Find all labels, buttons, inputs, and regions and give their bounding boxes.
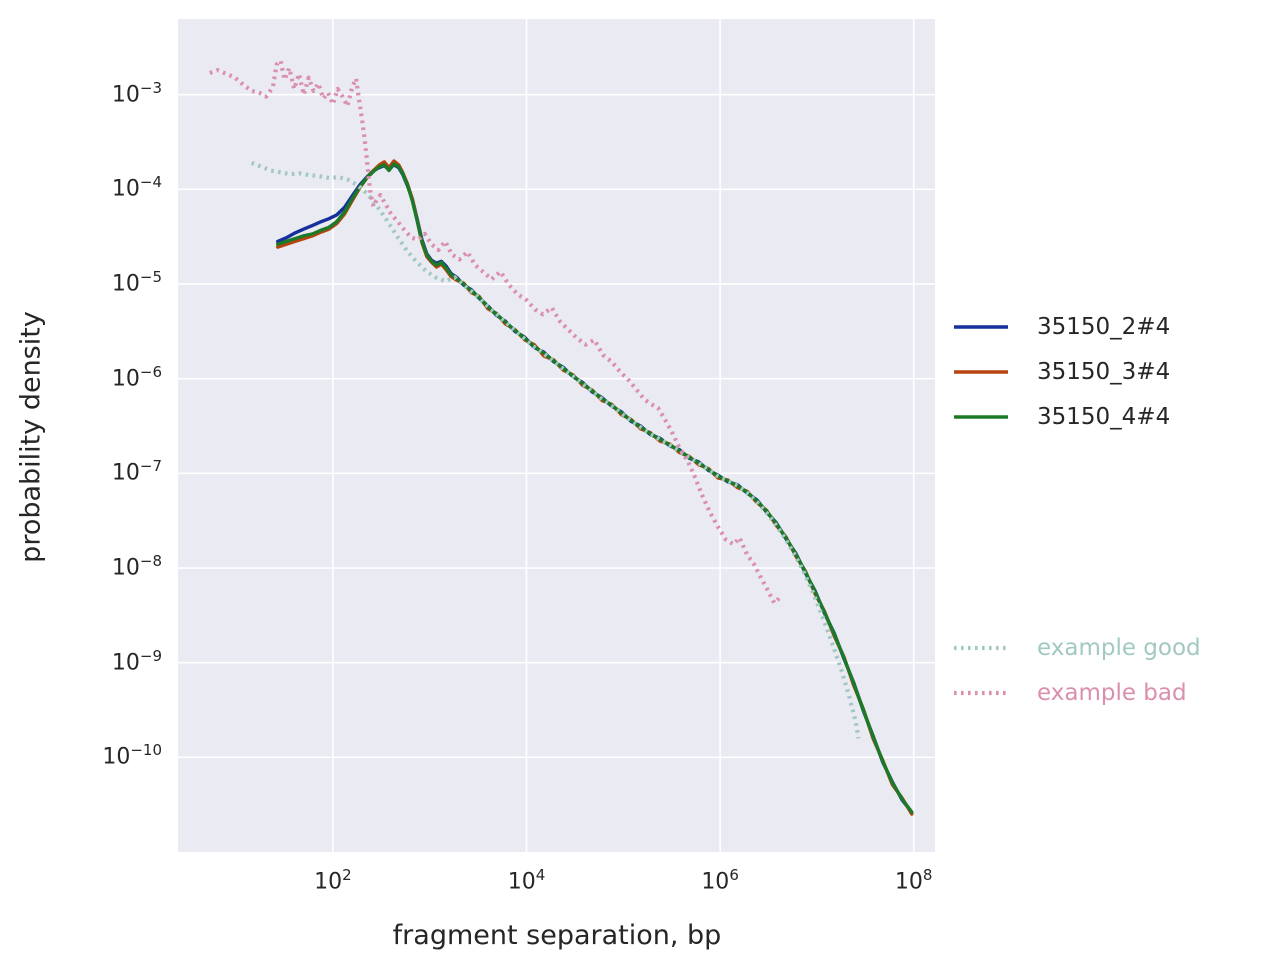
legend-label: example good [1037,635,1201,661]
y-tick-label-1e-9: 10−9 [111,646,162,675]
y-tick-label-1e-4: 10−4 [111,173,162,202]
y-axis-label: probability density [15,311,47,563]
legend-swatch-dotted [954,690,1008,696]
plot-area [178,19,935,852]
legend-label: 35150_2#4 [1037,314,1171,340]
legend-item-35150-3-4: 35150_3#4 [953,356,1170,388]
series-line-example-good [250,160,861,739]
x-tick-label-1e4: 104 [507,866,546,895]
gridlines [178,19,935,852]
x-tick-label-1e2: 102 [314,866,352,895]
legend-label: 35150_4#4 [1037,404,1171,430]
y-tick-label-1e-7: 10−7 [111,457,162,486]
legend-label: 35150_3#4 [1037,359,1171,385]
y-tick-label-1e-8: 10−8 [111,552,162,581]
y-tick-label-1e-5: 10−5 [111,268,162,297]
legend-item-example-good: example good [953,632,1201,664]
legend-swatch-solid [954,415,1008,419]
y-tick-label-1e-6: 10−6 [111,362,162,392]
x-axis-label: fragment separation, bp [392,920,722,951]
legend-swatch-solid [954,325,1008,329]
x-tick-label-1e8: 108 [894,866,933,895]
x-tick-label-1e6: 106 [701,866,739,895]
legend-swatch-dotted [954,645,1008,651]
legend-item-35150-4-4: 35150_4#4 [953,401,1170,433]
y-tick-label-1e-3: 10−3 [111,78,162,108]
legend-item-35150-2-4: 35150_2#4 [953,311,1170,343]
legend-label: example bad [1037,680,1187,706]
legend-swatch-solid [954,370,1008,374]
legend-item-example-bad: example bad [953,677,1187,709]
y-tick-label-1e-10: 10−10 [102,741,162,770]
series-line-example-bad [209,58,782,606]
